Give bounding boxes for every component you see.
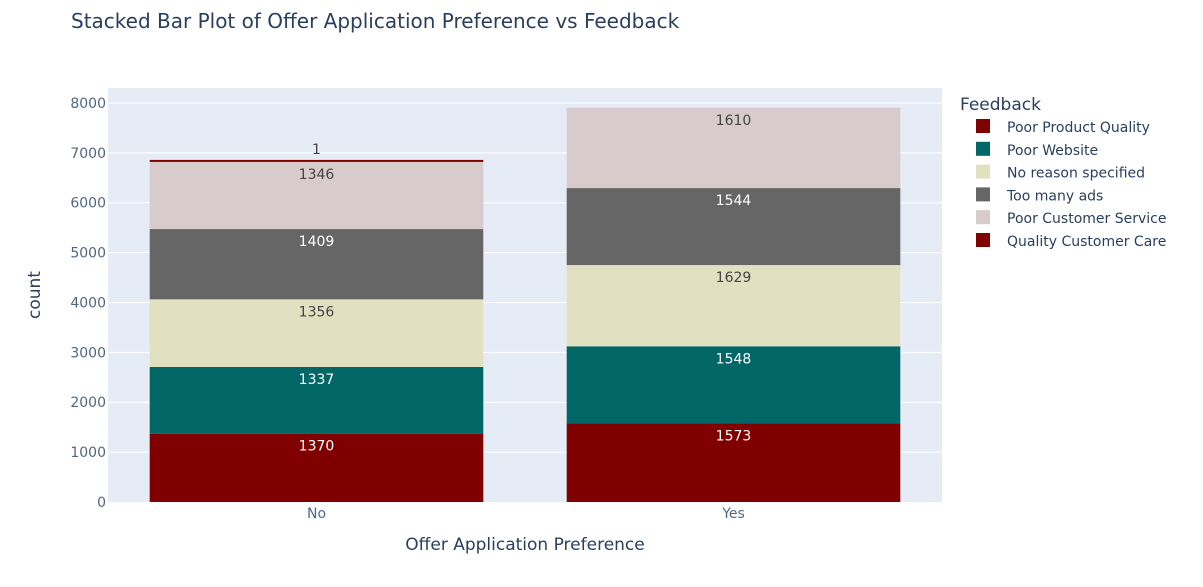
bar-value-label: 1337: [299, 372, 335, 388]
y-tick-label: 8000: [70, 96, 106, 112]
chart-title: Stacked Bar Plot of Offer Application Pr…: [71, 9, 680, 33]
bar-segment[interactable]: [149, 299, 484, 367]
bar-segment[interactable]: [149, 366, 484, 434]
x-tick-label: No: [307, 506, 326, 522]
bar-segment[interactable]: [149, 433, 484, 502]
y-tick-label: 5000: [70, 246, 106, 262]
bar-segment[interactable]: [149, 229, 484, 300]
bar-segment[interactable]: [566, 346, 901, 424]
legend-swatch[interactable]: [976, 119, 990, 133]
bar-segment[interactable]: [566, 423, 901, 502]
legend[interactable]: Feedback Poor Product Quality Poor Websit…: [960, 95, 1166, 250]
y-axis: 0 1000 2000 3000 4000 5000 6000 7000 8000: [70, 96, 106, 511]
y-tick-label: 4000: [70, 295, 106, 311]
legend-item-label[interactable]: Poor Product Quality: [1007, 120, 1150, 136]
x-axis: No Yes: [307, 506, 745, 522]
legend-item-label[interactable]: Too many ads: [1006, 188, 1103, 204]
bar-value-label: 1370: [299, 439, 335, 455]
legend-item-label[interactable]: Quality Customer Care: [1007, 234, 1166, 250]
x-tick-label: Yes: [721, 506, 745, 522]
x-axis-title: Offer Application Preference: [405, 535, 644, 555]
legend-item-label[interactable]: No reason specified: [1007, 166, 1145, 182]
bar-segment[interactable]: [149, 159, 484, 162]
legend-swatch[interactable]: [976, 210, 990, 225]
bar-value-label: 1629: [716, 270, 752, 286]
legend-title: Feedback: [960, 95, 1041, 115]
bar-value-label: 1573: [716, 429, 752, 445]
bar-segment[interactable]: [566, 265, 901, 347]
bar-segment[interactable]: [566, 188, 901, 266]
legend-swatch[interactable]: [976, 233, 990, 247]
y-tick-label: 6000: [70, 196, 106, 212]
bar-value-label: 1346: [299, 167, 335, 183]
bar-value-label: 1544: [716, 193, 752, 209]
legend-item-label[interactable]: Poor Customer Service: [1007, 211, 1166, 227]
bar-value-label: 1610: [716, 113, 752, 129]
y-axis-title: count: [25, 271, 45, 319]
legend-swatch[interactable]: [976, 164, 990, 179]
bar-value-label: 1: [312, 142, 321, 158]
y-tick-label: 0: [97, 495, 106, 511]
bars: [149, 107, 901, 502]
bar-segment[interactable]: [149, 161, 484, 230]
bar-segment[interactable]: [566, 107, 901, 189]
legend-swatch[interactable]: [976, 187, 990, 202]
legend-item-label[interactable]: Poor Website: [1007, 143, 1098, 159]
bar-value-label: 1409: [299, 234, 335, 250]
bar-value-label: 1356: [299, 304, 335, 320]
y-tick-label: 2000: [70, 395, 106, 411]
bar-value-label: 1548: [716, 351, 752, 367]
y-tick-label: 3000: [70, 345, 106, 361]
data-labels: 1370 1337 1356 1409 1346 1 1573 1548 1629 1544 161…: [299, 113, 752, 455]
y-tick-label: 1000: [70, 445, 106, 461]
y-tick-label: 7000: [70, 146, 106, 162]
legend-swatch[interactable]: [976, 141, 990, 156]
